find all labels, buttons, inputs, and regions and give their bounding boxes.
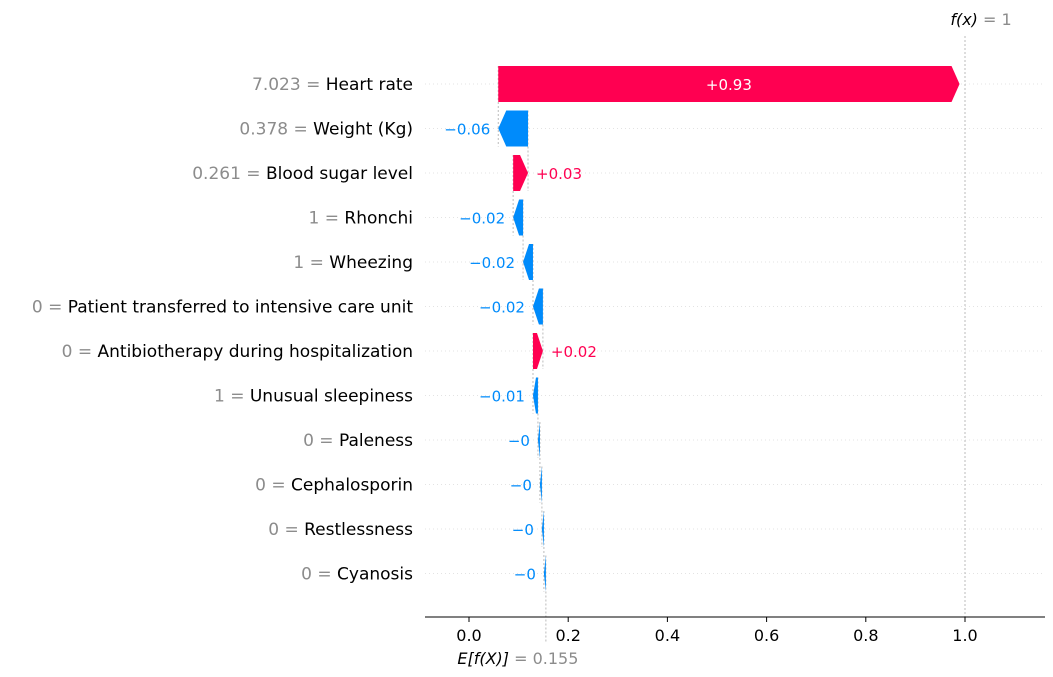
x-tick-label: 0.0: [456, 626, 481, 645]
feature-name: Wheezing: [329, 253, 413, 273]
feature-value: 0 =: [268, 520, 304, 540]
feature-label: 0.261 = Blood sugar level: [192, 164, 413, 184]
feature-name: Rhonchi: [344, 209, 413, 229]
feature-value: 0 =: [303, 431, 339, 451]
feature-value: 1 =: [293, 253, 329, 273]
feature-label: 0 = Antibiotherapy during hospitalizatio…: [62, 342, 413, 362]
base-value-symbol: E[f(X)]: [457, 649, 509, 668]
output-value-symbol: f(x): [950, 10, 978, 29]
bar-weight-kg-: [498, 110, 529, 147]
feature-name: Patient transferred to intensive care un…: [68, 298, 414, 318]
feature-value: 0.378 =: [239, 120, 313, 140]
feature-name: Heart rate: [326, 75, 413, 95]
feature-name: Cephalosporin: [291, 476, 413, 496]
bar-wheezing: [523, 244, 533, 280]
feature-value: 1 =: [214, 387, 250, 407]
x-tick-label: 0.6: [754, 626, 779, 645]
bar-value-label: −0: [510, 477, 532, 495]
feature-value: 7.023 =: [252, 75, 326, 95]
feature-value: 0 =: [255, 476, 291, 496]
bar-value-label: −0: [512, 521, 534, 539]
bar-value-label: +0.03: [536, 165, 582, 183]
bar-patient-transferred-to-intensive-care-unit: [532, 288, 543, 325]
feature-name: Unusual sleepiness: [250, 387, 413, 407]
output-value-label: f(x) = 1: [950, 10, 1011, 29]
feature-label: 7.023 = Heart rate: [252, 75, 413, 95]
feature-value: 1 =: [309, 209, 345, 229]
bar-cyanosis: [543, 555, 546, 592]
base-value-label: E[f(X)] = 0.155: [457, 649, 578, 668]
bar-value-label: −0.02: [479, 299, 525, 317]
bar-value-label: −0: [514, 566, 536, 584]
x-tick-label: 0.4: [655, 626, 680, 645]
bar-paleness: [537, 422, 540, 458]
x-tick-label: 1.0: [952, 626, 977, 645]
x-tick-label: 0.2: [555, 626, 580, 645]
feature-name: Weight (Kg): [313, 120, 413, 140]
feature-label: 0 = Cephalosporin: [255, 476, 413, 496]
bar-heart-rate: [498, 66, 960, 102]
feature-name: Antibiotherapy during hospitalization: [98, 342, 414, 362]
bar-value-label: +0.02: [551, 343, 597, 361]
feature-name: Restlessness: [304, 520, 413, 540]
feature-label: 0 = Patient transferred to intensive car…: [32, 298, 413, 318]
feature-label: 0 = Paleness: [303, 431, 413, 451]
bar-value-label: −0: [508, 432, 530, 450]
bar-antibiotherapy-during-hospitalization: [532, 333, 543, 369]
feature-value: 0 =: [301, 565, 337, 585]
base-value-number: = 0.155: [509, 649, 578, 668]
bar-value-label: −0.01: [479, 388, 525, 406]
output-value-number: = 1: [978, 10, 1012, 29]
bar-blood-sugar-level: [513, 155, 529, 191]
bar-value-label: +0.93: [706, 76, 752, 94]
x-tick-label: 0.8: [853, 626, 878, 645]
bar-restlessness: [541, 511, 544, 547]
feature-value: 0 =: [62, 342, 98, 362]
bar-cephalosporin: [539, 466, 542, 503]
bar-unusual-sleepiness: [532, 377, 538, 414]
feature-label: 1 = Wheezing: [293, 253, 413, 273]
feature-label: 1 = Unusual sleepiness: [214, 387, 413, 407]
feature-name: Cyanosis: [337, 565, 413, 585]
bar-value-label: −0.02: [469, 254, 515, 272]
feature-value: 0 =: [32, 298, 68, 318]
feature-value: 0.261 =: [192, 164, 266, 184]
feature-label: 0.378 = Weight (Kg): [239, 120, 413, 140]
bar-value-label: −0.02: [459, 210, 505, 228]
feature-label: 0 = Restlessness: [268, 520, 413, 540]
feature-label: 1 = Rhonchi: [309, 209, 413, 229]
bar-value-label: −0.06: [444, 121, 490, 139]
feature-name: Paleness: [339, 431, 413, 451]
feature-name: Blood sugar level: [266, 164, 413, 184]
feature-label: 0 = Cyanosis: [301, 565, 413, 585]
bar-rhonchi: [513, 199, 524, 236]
